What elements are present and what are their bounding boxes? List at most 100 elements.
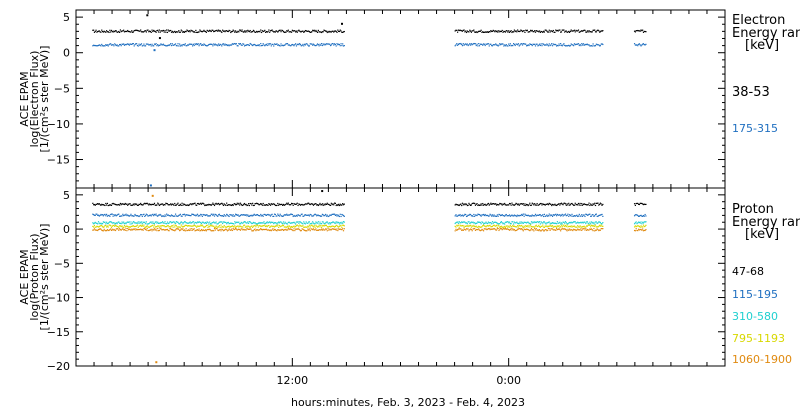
data-point (469, 224, 472, 226)
data-point (527, 214, 529, 216)
data-point (147, 223, 149, 225)
data-point (458, 204, 460, 207)
data-point (273, 226, 276, 228)
data-point (544, 215, 546, 217)
data-point (517, 226, 520, 228)
data-point (187, 44, 190, 46)
data-point (478, 43, 480, 45)
data-point (207, 215, 209, 217)
data-point (308, 221, 311, 223)
data-point (208, 223, 210, 225)
data-point (564, 225, 566, 228)
data-point (117, 31, 119, 33)
data-point (278, 203, 281, 205)
data-point (296, 202, 298, 204)
data-point (140, 29, 142, 31)
data-point (514, 215, 516, 217)
data-point (118, 203, 120, 206)
data-point (525, 214, 527, 216)
data-point (475, 228, 477, 231)
data-point (487, 43, 490, 45)
data-point (568, 228, 571, 230)
data-point (582, 222, 584, 224)
data-point (320, 44, 322, 46)
data-point (154, 226, 156, 228)
data-point (232, 204, 234, 207)
data-point (547, 221, 550, 223)
data-point (645, 43, 647, 45)
data-point (634, 204, 636, 207)
data-point (557, 30, 559, 32)
data-point (256, 30, 258, 33)
data-point (568, 215, 570, 217)
data-point (263, 213, 265, 216)
data-point (105, 224, 107, 227)
data-point (635, 30, 637, 32)
data-point (582, 30, 584, 32)
data-point (155, 43, 157, 45)
data-point (644, 229, 646, 232)
data-point (204, 44, 206, 46)
data-point (143, 43, 145, 45)
data-point (263, 204, 265, 206)
data-point (589, 213, 591, 215)
data-point (455, 222, 457, 224)
data-point (581, 226, 583, 228)
data-point (470, 226, 473, 228)
data-point (568, 214, 571, 216)
data-point (596, 226, 598, 228)
data-point (228, 225, 230, 227)
data-point (257, 31, 259, 33)
data-point (196, 225, 199, 227)
data-point (457, 225, 459, 227)
data-point (262, 224, 264, 227)
data-point (574, 226, 576, 228)
data-point (303, 222, 306, 224)
data-point (641, 226, 643, 228)
data-point (109, 204, 111, 206)
data-point (242, 43, 244, 45)
data-point (309, 43, 311, 45)
data-point (181, 45, 183, 47)
data-point (127, 29, 129, 32)
data-point (304, 223, 306, 225)
data-point (578, 44, 580, 47)
data-point (320, 31, 323, 34)
data-point (553, 44, 555, 46)
data-point (339, 213, 341, 215)
data-point (153, 226, 155, 228)
data-point (329, 30, 331, 33)
data-point (202, 44, 204, 46)
data-point (303, 214, 306, 216)
data-point (541, 31, 543, 33)
data-point (492, 228, 494, 230)
data-point (548, 221, 550, 223)
data-point (519, 30, 521, 32)
data-point (637, 229, 639, 232)
data-point (461, 30, 464, 32)
data-point (132, 215, 134, 217)
data-point (538, 204, 540, 206)
data-point (308, 228, 311, 230)
data-point (302, 223, 304, 225)
data-point (166, 213, 168, 215)
data-point (273, 228, 276, 231)
data-point (197, 215, 199, 217)
data-point (198, 221, 200, 223)
data-point (120, 229, 122, 231)
data-point (598, 44, 600, 46)
data-point (259, 222, 261, 225)
data-point (149, 222, 151, 224)
data-point (171, 214, 173, 217)
data-point (308, 215, 311, 217)
data-point (342, 45, 345, 47)
data-point (186, 224, 188, 227)
data-point (261, 222, 263, 224)
data-point (323, 203, 325, 205)
data-point (196, 222, 198, 224)
data-point (343, 228, 345, 230)
data-point (202, 30, 204, 32)
data-point (515, 222, 517, 224)
data-point (517, 30, 520, 32)
data-point (517, 43, 520, 45)
